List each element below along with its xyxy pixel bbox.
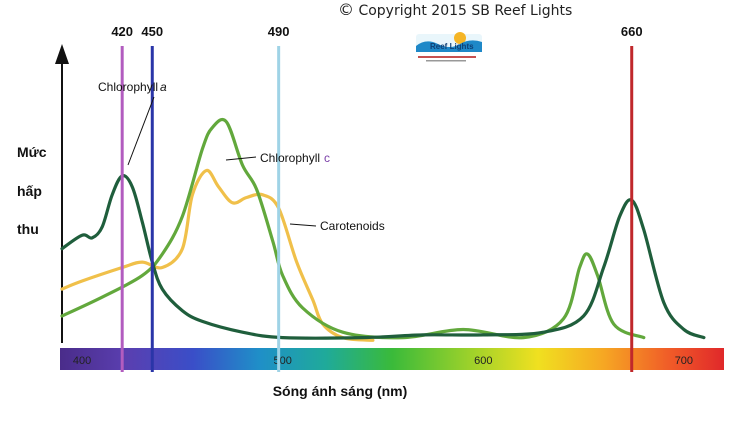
y-label-line-2: hấp — [17, 183, 42, 199]
annotation-text: Chlorophyll — [98, 80, 158, 94]
marker-label-490: 490 — [268, 24, 290, 39]
marker-label-420: 420 — [111, 24, 133, 39]
x-tick-label-500: 500 — [273, 355, 291, 367]
copyright-text: Copyright 2015 SB Reef Lights — [358, 3, 573, 19]
copyright-notice: © Copyright 2015 SB Reef Lights — [338, 0, 572, 19]
y-axis-arrow — [55, 44, 69, 64]
spectrum-bar — [60, 348, 724, 370]
copyright-symbol: © — [338, 0, 354, 19]
y-label-line-3: thu — [17, 221, 39, 237]
series-line-carotenoids — [60, 168, 375, 342]
annotation-suffix: c — [324, 151, 330, 165]
y-label-line-1: Mức — [17, 144, 47, 160]
x-axis-label-text: Sóng ánh sáng (nm) — [272, 383, 408, 399]
annotation-leader-chlorophyll-a — [127, 96, 155, 166]
logo-text: Reef Lights — [430, 42, 474, 51]
annotation-suffix: a — [160, 80, 167, 94]
series-line-chlorophyll-c — [60, 117, 646, 340]
marker-label-450: 450 — [141, 24, 163, 39]
annotation-text: Carotenoids — [320, 219, 385, 233]
reef-lights-logo: Reef Lights — [416, 32, 482, 62]
x-axis-label: Sóng ánh sáng (nm) — [0, 383, 756, 399]
annotation-chlorophyll-a: Chlorophyll a — [98, 80, 167, 94]
annotation-leader-chlorophyll-c — [225, 156, 257, 161]
annotation-text: Chlorophyll — [260, 151, 320, 165]
x-tick-label-600: 600 — [474, 355, 492, 367]
annotation-carotenoids: Carotenoids — [320, 219, 385, 233]
annotation-leader-carotenoids — [289, 223, 317, 227]
x-tick-label-700: 700 — [675, 355, 693, 367]
x-tick-label-400: 400 — [73, 355, 91, 367]
marker-label-660: 660 — [621, 24, 643, 39]
annotation-chlorophyll-c: Chlorophyll c — [260, 151, 330, 165]
